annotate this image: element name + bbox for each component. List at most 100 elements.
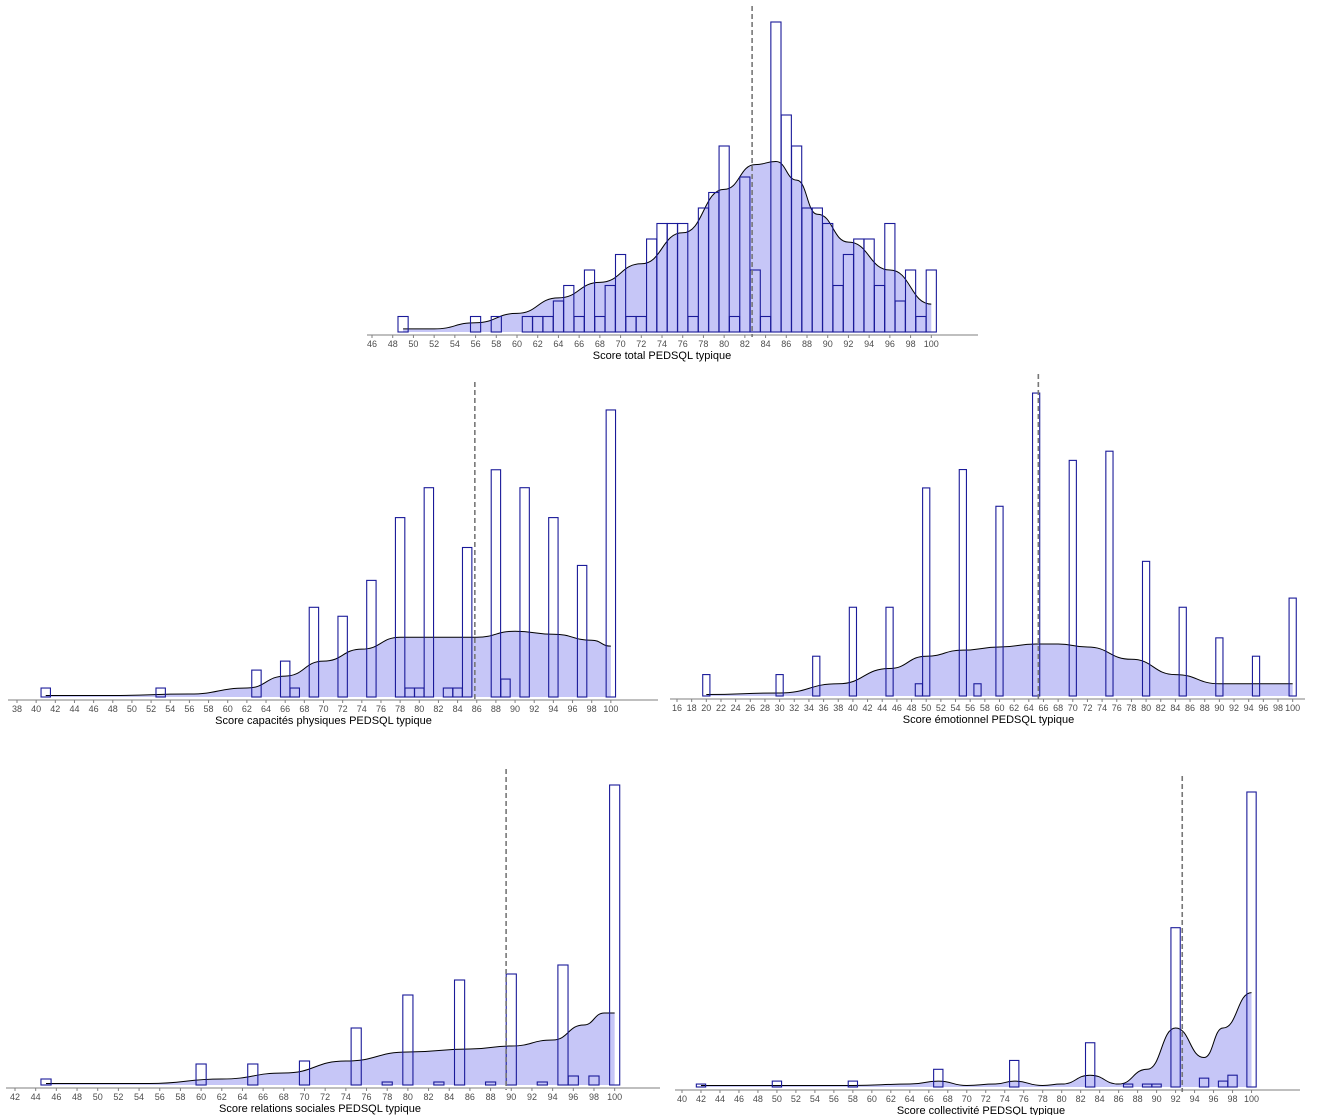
x-tick-label: 90 <box>510 704 520 714</box>
x-tick-label: 86 <box>465 1092 475 1102</box>
x-tick-label: 68 <box>299 704 309 714</box>
x-tick-label: 46 <box>892 703 902 713</box>
histogram-bar <box>1151 1083 1162 1088</box>
x-tick-label: 64 <box>905 1094 915 1104</box>
x-tick-label: 66 <box>258 1092 268 1102</box>
x-tick-label: 36 <box>819 703 829 713</box>
x-tick-label: 78 <box>1126 703 1136 713</box>
histogram-bar <box>289 687 301 698</box>
x-tick-label: 70 <box>318 704 328 714</box>
x-tick-label: 40 <box>31 704 41 714</box>
x-tick-label: 26 <box>745 703 755 713</box>
x-tick-label: 38 <box>833 703 843 713</box>
x-tick-label: 60 <box>994 703 1004 713</box>
histogram-bar <box>557 964 569 1086</box>
x-tick-label: 100 <box>603 704 618 714</box>
x-tick-label: 54 <box>165 704 175 714</box>
x-tick-label: 90 <box>1152 1094 1162 1104</box>
x-axis-title: Score total PEDSQL typique <box>593 350 731 362</box>
histogram-bar <box>749 269 761 333</box>
x-tick-label: 38 <box>12 704 22 714</box>
histogram-bar <box>40 1078 52 1086</box>
histogram-bar <box>583 269 596 333</box>
histogram-bar <box>397 315 409 333</box>
histogram-bar <box>904 269 917 333</box>
histogram-bar <box>812 655 821 697</box>
histogram-bar <box>702 674 711 697</box>
x-tick-label: 66 <box>280 704 290 714</box>
x-tick-label: 44 <box>69 704 79 714</box>
x-tick-label: 84 <box>761 339 771 349</box>
x-tick-label: 74 <box>1097 703 1107 713</box>
x-tick-label: 48 <box>388 339 398 349</box>
x-tick-label: 46 <box>734 1094 744 1104</box>
histogram-bar <box>350 1027 362 1086</box>
x-tick-label: 84 <box>1170 703 1180 713</box>
x-tick-label: 84 <box>1095 1094 1105 1104</box>
histogram-bar <box>1084 1042 1096 1088</box>
x-tick-label: 42 <box>863 703 873 713</box>
chart-panel-emotionnel: 16 18 20 22 24 26 28 30 32 34 36 38 40 42 44 46 48 50 52 54… <box>670 374 1305 726</box>
x-tick-label: 94 <box>1244 703 1254 713</box>
x-tick-label: 56 <box>155 1092 165 1102</box>
x-tick-label: 76 <box>362 1092 372 1102</box>
histogram-bar <box>885 606 894 697</box>
x-tick-label: 98 <box>1228 1094 1238 1104</box>
x-tick-label: 80 <box>1141 703 1151 713</box>
x-axis-title: Score capacités physiques PEDSQL typique <box>215 715 432 727</box>
histogram-bar <box>394 517 406 698</box>
x-tick-label: 96 <box>1258 703 1268 713</box>
x-tick-label: 74 <box>341 1092 351 1102</box>
x-tick-label: 78 <box>698 339 708 349</box>
x-tick-label: 18 <box>687 703 697 713</box>
x-tick-label: 70 <box>962 1094 972 1104</box>
histogram-bar <box>251 669 262 698</box>
histogram-bar <box>247 1063 259 1086</box>
histogram-bar <box>848 606 858 697</box>
histogram-bar <box>500 678 511 698</box>
histogram-bar <box>1105 450 1114 697</box>
x-tick-label: 78 <box>395 704 405 714</box>
x-tick-label: 50 <box>921 703 931 713</box>
x-tick-label: 50 <box>93 1092 103 1102</box>
x-tick-label: 58 <box>491 339 501 349</box>
x-tick-label: 76 <box>376 704 386 714</box>
x-tick-label: 54 <box>450 339 460 349</box>
histogram-bar <box>884 222 896 333</box>
x-tick-label: 20 <box>701 703 711 713</box>
histogram-bar <box>1215 637 1224 697</box>
histogram-bar <box>1178 606 1187 697</box>
x-tick-label: 40 <box>848 703 858 713</box>
x-tick-label: 68 <box>943 1094 953 1104</box>
histogram-bar <box>995 505 1004 697</box>
x-tick-label: 72 <box>320 1092 330 1102</box>
histogram-bar <box>1122 1083 1134 1088</box>
x-tick-label: 66 <box>924 1094 934 1104</box>
x-tick-label: 52 <box>429 339 439 349</box>
x-tick-label: 100 <box>1244 1094 1259 1104</box>
x-tick-label: 94 <box>864 339 874 349</box>
x-tick-label: 48 <box>72 1092 82 1102</box>
x-tick-label: 28 <box>760 703 770 713</box>
x-tick-label: 84 <box>453 704 463 714</box>
chart-panel-physique: 38 40 42 44 46 48 50 52 54 56 58 60 62 64 66 68 70 72 74 76… <box>8 382 658 727</box>
x-tick-label: 42 <box>50 704 60 714</box>
x-tick-label: 60 <box>512 339 522 349</box>
x-tick-label: 98 <box>589 1092 599 1102</box>
x-tick-label: 70 <box>299 1092 309 1102</box>
x-tick-label: 78 <box>1038 1094 1048 1104</box>
x-tick-label: 74 <box>357 704 367 714</box>
x-tick-label: 52 <box>791 1094 801 1104</box>
x-tick-label: 100 <box>924 339 939 349</box>
x-tick-label: 66 <box>1038 703 1048 713</box>
density-area <box>706 643 1293 696</box>
histogram-bar <box>695 1083 707 1088</box>
x-tick-label: 48 <box>753 1094 763 1104</box>
x-tick-label: 30 <box>775 703 785 713</box>
x-tick-label: 84 <box>444 1092 454 1102</box>
x-tick-label: 90 <box>1214 703 1224 713</box>
x-tick-label: 46 <box>367 339 377 349</box>
x-tick-label: 94 <box>548 704 558 714</box>
x-tick-label: 50 <box>772 1094 782 1104</box>
x-tick-label: 76 <box>1112 703 1122 713</box>
